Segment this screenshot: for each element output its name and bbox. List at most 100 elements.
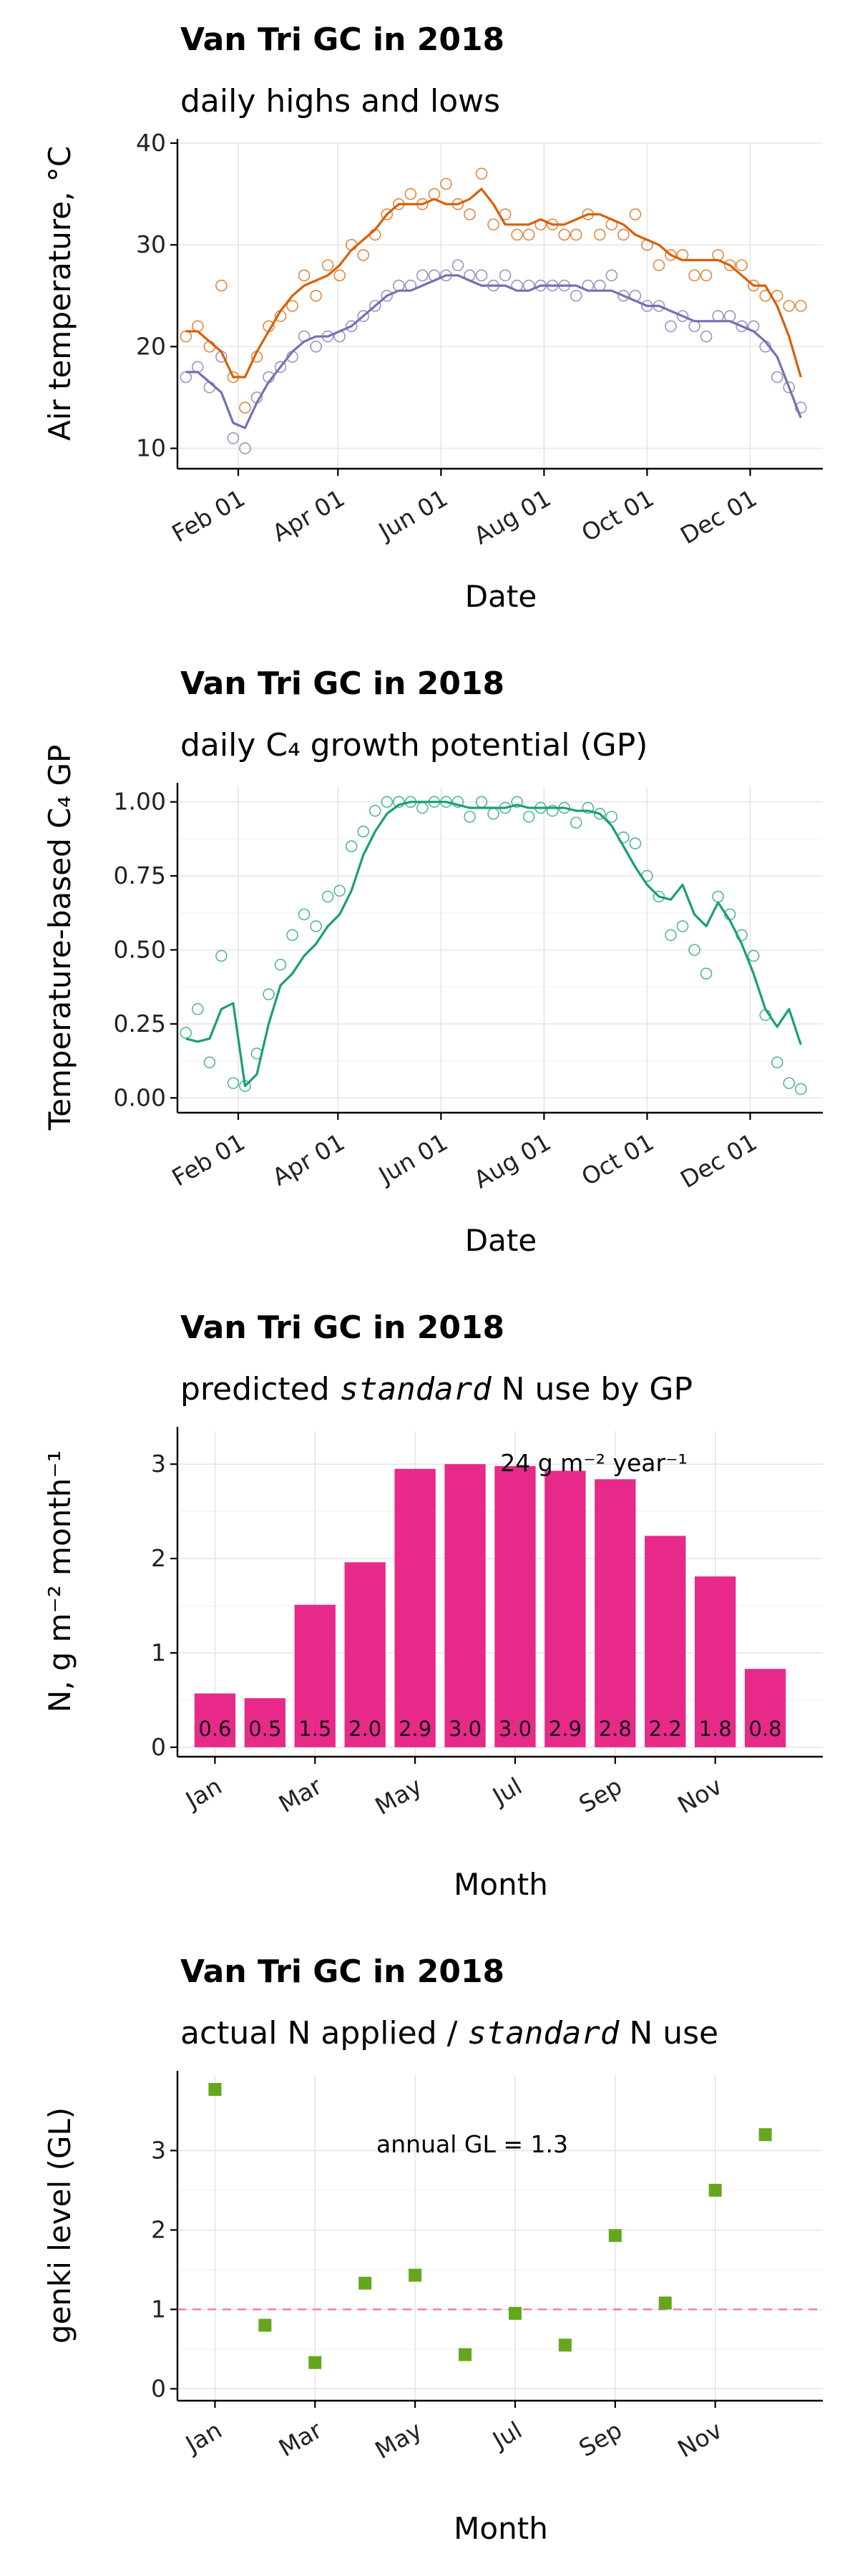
- panel3-bar: [194, 1693, 236, 1747]
- panel2-xlabel: Date: [465, 1223, 537, 1258]
- panel3-bar-label: 1.8: [699, 1717, 732, 1741]
- panel2-smooth-line: [185, 801, 802, 1088]
- panel2-x-tick-label: Apr 01: [268, 1128, 349, 1191]
- panel4-xlabel: Month: [454, 2511, 548, 2546]
- panel2-lines: [185, 801, 802, 1088]
- panel1-data-point: [286, 300, 298, 312]
- panel3-bar: [694, 1576, 736, 1747]
- panel4-subtitle-part-2: standard: [467, 2015, 619, 2051]
- panel1-smooth-line: [185, 274, 802, 429]
- panel1-data-point: [274, 361, 287, 374]
- panel1-grid: [177, 142, 823, 469]
- panel2-grid: [177, 787, 823, 1113]
- panel4-annotation: annual GL = 1.3: [376, 2130, 568, 2158]
- panel4-data-point: [459, 2348, 472, 2361]
- panel1-data-point: [700, 330, 713, 343]
- panel1-data-point: [700, 269, 713, 282]
- panel1-data-point: [736, 259, 748, 271]
- panel3-y-tick-label: 1: [151, 1639, 166, 1667]
- panel3-bars: 0.6 0.5 1.5 2.0 2.9 3.0 3.0 2.9 2.8 2.2 1.8 0.8: [194, 1464, 786, 1747]
- panel1-data-point: [416, 269, 429, 282]
- panel3-bar: [294, 1604, 336, 1747]
- panel3-x-tick-label: Nov: [673, 1772, 726, 1819]
- panel1-data-point: [381, 208, 394, 220]
- panel1-data-point: [783, 300, 796, 312]
- panel4-y-tick-label: 2: [151, 2215, 166, 2243]
- panel1-data-point: [795, 300, 807, 312]
- panel3-bar-label: 1.5: [298, 1717, 331, 1741]
- panel1-x-tick-label: Oct 01: [577, 484, 658, 547]
- panel2-data-point: [215, 950, 228, 962]
- panel1-subtitle: daily highs and lows: [180, 83, 500, 119]
- panel1-data-point: [736, 320, 748, 333]
- panel2-data-point: [393, 796, 405, 808]
- panel3-xlabel: Month: [454, 1867, 548, 1902]
- panel2-data-point: [665, 929, 677, 942]
- panel1-data-point: [239, 442, 251, 454]
- panel2-data-point: [345, 840, 358, 853]
- panel2-x-tick-label: Feb 01: [167, 1128, 250, 1191]
- panel1-data-point: [605, 269, 618, 282]
- panel1-data-point: [723, 259, 736, 271]
- panel2-points: [180, 796, 807, 1096]
- panel2-y-tick-label: 0.25: [114, 1010, 166, 1038]
- panel4-points: [177, 2082, 823, 2369]
- panel3-subtitle-part-1: predicted: [180, 1371, 340, 1407]
- panel1-data-point: [688, 269, 700, 282]
- panel3-bar-label: 2.8: [599, 1717, 632, 1741]
- panel1-data-point: [617, 228, 630, 241]
- panel-genki-level: Van Tri GC in 2018 actual N applied / st…: [42, 1953, 823, 2546]
- panel1-data-point: [511, 228, 523, 241]
- panel1-data-point: [357, 310, 370, 323]
- panel3-bar: [344, 1562, 386, 1747]
- panel3-subtitle-part-3: N use by GP: [492, 1371, 693, 1407]
- panel1-data-point: [393, 279, 405, 292]
- panel4-y-tick-label: 0: [151, 2374, 166, 2402]
- panel3-bar-label: 0.6: [198, 1717, 231, 1741]
- panel3-subtitle: predicted standard N use by GP: [180, 1371, 693, 1407]
- panel2-data-point: [582, 801, 595, 814]
- panel3-subtitle-part-2: standard: [340, 1371, 492, 1407]
- panel3-y-tick-label: 0: [151, 1733, 166, 1761]
- panel1-y-tick-label: 30: [136, 230, 166, 258]
- panel2-data-point: [263, 988, 275, 1000]
- panel2-data-point: [783, 1077, 796, 1089]
- panel2-data-point: [298, 908, 311, 921]
- panel3-x-tick-label: Jul: [487, 1772, 527, 1811]
- panel1-data-point: [499, 269, 512, 282]
- panel3-bar-label: 2.9: [399, 1717, 431, 1741]
- panel1-data-point: [451, 259, 464, 271]
- panel4-data-point: [409, 2268, 422, 2282]
- panel4-data-point: [358, 2276, 372, 2290]
- panel2-y-tick-label: 0.75: [114, 862, 166, 889]
- panel2-data-point: [487, 807, 499, 820]
- panel2-data-point: [700, 967, 713, 980]
- panel2-x-tick-label: Jun 01: [373, 1128, 452, 1190]
- panel2-data-point: [522, 811, 535, 823]
- panel1-data-point: [310, 341, 322, 353]
- panel1-data-point: [617, 289, 630, 302]
- panel1-data-point: [570, 289, 582, 302]
- panel2-data-point: [203, 1056, 216, 1068]
- panel4-x-tick-label: Sep: [574, 2416, 626, 2462]
- panel1-data-point: [180, 330, 192, 343]
- panel2-data-point: [451, 796, 464, 808]
- panel4-x-tick-label: Mar: [274, 2416, 327, 2462]
- panel3-bar: [595, 1479, 636, 1747]
- panel1-data-point: [298, 269, 311, 282]
- panel2-data-point: [381, 796, 394, 808]
- panel1-data-point: [665, 320, 677, 333]
- panel4-data-point: [608, 2229, 622, 2243]
- panel2-data-point: [180, 1027, 192, 1039]
- panel2-data-point: [192, 1002, 204, 1015]
- panel3-bar-label: 0.5: [248, 1717, 281, 1741]
- panel-temperature: Van Tri GC in 2018 daily highs and lows …: [42, 21, 823, 614]
- panel1-data-point: [712, 249, 724, 261]
- panel3-x-tick-label: Jan: [180, 1772, 226, 1815]
- panel2-data-point: [227, 1077, 240, 1089]
- panel2-data-point: [712, 890, 724, 903]
- panel2-y-tick-label: 0.50: [114, 936, 166, 964]
- panel4-y-tick-label: 3: [151, 2136, 166, 2164]
- panel1-lines: [185, 187, 802, 429]
- panel4-subtitle-part-1: actual N applied /: [180, 2015, 467, 2051]
